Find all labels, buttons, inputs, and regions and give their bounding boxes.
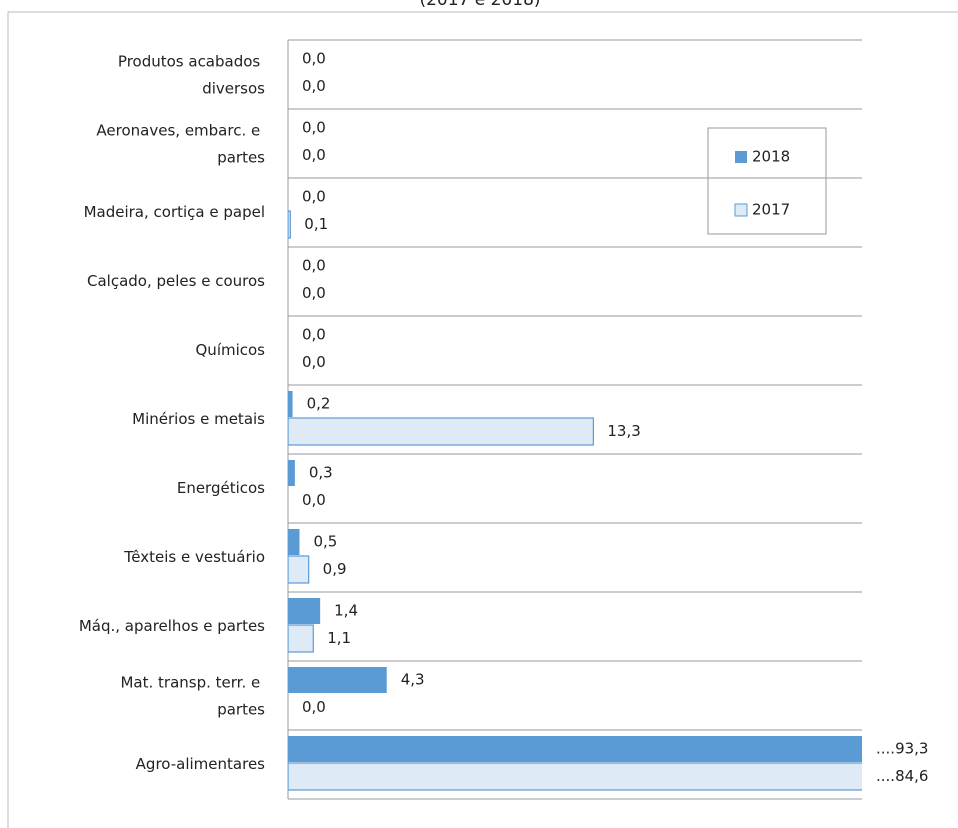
legend-swatch: [734, 203, 748, 217]
data-label: 1,1: [327, 629, 351, 647]
data-label: ....84,6: [876, 767, 928, 785]
data-label: 0,0: [302, 353, 326, 371]
data-label: 0,0: [302, 119, 326, 137]
bar: [288, 598, 321, 624]
data-label: 0,1: [304, 215, 328, 233]
bar: [288, 624, 314, 653]
legend-swatch: [735, 151, 747, 163]
data-label: 0,0: [302, 698, 326, 716]
data-label: 13,3: [607, 422, 640, 440]
bar: [288, 736, 862, 762]
data-label: 0,0: [302, 50, 326, 68]
bar: [288, 555, 310, 584]
legend: 2018 2017: [707, 127, 827, 235]
y-tick-label: Mat. transp. terr. e partes: [120, 673, 265, 718]
bar: [288, 417, 594, 446]
plot-area: [288, 210, 862, 791]
data-label: 0,0: [302, 188, 326, 206]
data-label: 0,5: [313, 533, 337, 551]
data-label: 0,3: [309, 464, 333, 482]
data-label: 0,0: [302, 257, 326, 275]
legend-label: 2017: [752, 201, 790, 219]
data-label: 1,4: [334, 602, 358, 620]
data-label: 0,2: [307, 395, 331, 413]
data-label: 0,0: [302, 491, 326, 509]
data-label: ....93,3: [876, 740, 928, 758]
bar: [288, 210, 291, 239]
bar: [288, 391, 293, 417]
y-tick-label: Químicos: [196, 341, 266, 359]
data-label: 0,9: [323, 560, 347, 578]
y-tick-label: Agro-alimentares: [136, 755, 266, 773]
legend-label: 2018: [752, 148, 790, 166]
y-tick-label: Minérios e metais: [132, 410, 265, 428]
y-tick-label: Têxteis e vestuário: [123, 548, 265, 566]
bar: [288, 529, 300, 555]
data-label: 0,0: [302, 77, 326, 95]
chart-border: [7, 11, 958, 828]
bar: [288, 460, 295, 486]
data-label: 0,0: [302, 326, 326, 344]
y-tick-label: Produtos acabados diversos: [118, 52, 265, 97]
bar: [288, 667, 387, 693]
y-tick-label: Energéticos: [177, 479, 265, 497]
y-tick-label: Calçado, peles e couros: [87, 272, 265, 290]
y-tick-label: Aeronaves, embarc. e partes: [96, 121, 265, 166]
y-tick-label: Madeira, cortiça e papel: [84, 203, 265, 221]
y-tick-label: Máq., aparelhos e partes: [79, 617, 265, 635]
data-label: 0,0: [302, 284, 326, 302]
data-label: 4,3: [401, 671, 425, 689]
chart-subtitle: (2017 e 2018): [419, 0, 540, 10]
bar: [288, 762, 862, 791]
legend-box: [707, 127, 827, 235]
data-label: 0,0: [302, 146, 326, 164]
